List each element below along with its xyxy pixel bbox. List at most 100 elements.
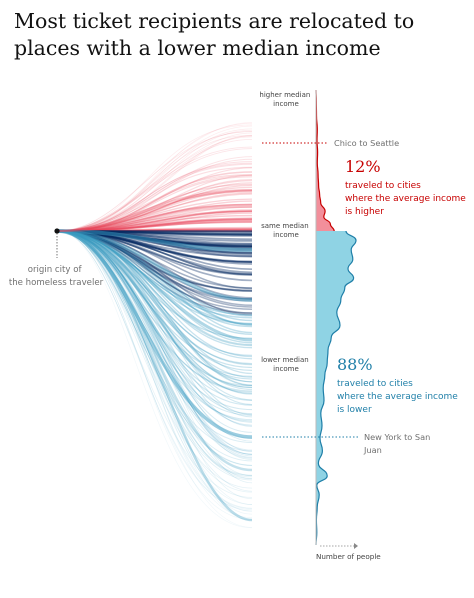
flow-line (56, 190, 253, 232)
flow-line (56, 230, 253, 372)
flow-line (56, 230, 253, 314)
flow-line (56, 146, 253, 232)
flow-line (56, 230, 253, 378)
flow-line (56, 230, 253, 302)
flow-line (56, 171, 253, 232)
distribution-higher-outline (315, 89, 335, 232)
flow-line (56, 229, 253, 302)
flow-line (56, 230, 253, 334)
flow-line (56, 230, 253, 521)
flow-line (56, 230, 253, 427)
flow-line (56, 230, 253, 308)
flow-line (56, 230, 253, 387)
axis-label-higher: higher median income (259, 91, 312, 108)
flow-line (56, 230, 253, 388)
flow-line (56, 158, 253, 232)
flow-line (56, 230, 253, 481)
flow-line (56, 230, 253, 458)
flow-line (56, 174, 253, 232)
flow-line (56, 189, 253, 232)
flow-line (56, 230, 253, 394)
flow-line (56, 230, 253, 314)
flow-line (56, 230, 253, 346)
flow-line (56, 230, 253, 393)
flow-line (56, 230, 253, 389)
distribution-higher-area (316, 90, 335, 231)
flow-line (56, 230, 253, 476)
flow-line (56, 176, 253, 232)
flow-line (56, 230, 253, 451)
flow-line (56, 230, 253, 406)
flow-line (56, 230, 253, 478)
flow-line (56, 163, 253, 232)
flow-line (56, 136, 253, 232)
flow-line (56, 230, 253, 401)
flow-line (56, 230, 253, 319)
flow-line (56, 135, 253, 232)
flow-line (56, 192, 253, 232)
flow-line (56, 230, 253, 443)
flow-line (56, 131, 253, 232)
flow-line (56, 190, 253, 232)
flow-line (56, 230, 253, 360)
chart-title: Most ticket recipients are relocated to … (14, 9, 415, 60)
flow-line (56, 230, 253, 386)
axis-label-same: same median income (261, 222, 311, 239)
flow-line (56, 230, 253, 426)
flow-line (56, 230, 253, 326)
flow-line (56, 230, 253, 406)
flow-line (56, 230, 253, 423)
flow-line (56, 230, 253, 422)
flow-line (56, 230, 253, 455)
flow-line (56, 230, 253, 326)
lower-percent: 88% (337, 355, 373, 374)
flow-line (56, 156, 253, 232)
flow-line (56, 230, 253, 520)
flow-line (56, 230, 253, 383)
flow-line (56, 230, 253, 291)
flow-line (56, 230, 253, 369)
annotation-chico-to-seattle: Chico to Seattle (334, 138, 399, 148)
flow-lines (56, 122, 253, 529)
flow-line (56, 174, 253, 232)
flow-line (56, 166, 253, 232)
flow-line (56, 179, 253, 232)
flow-line (56, 184, 253, 232)
flow-line (56, 124, 253, 232)
flow-line (56, 229, 253, 439)
flow-line (56, 230, 253, 418)
flow-line (56, 230, 253, 306)
flow-line (56, 230, 253, 529)
x-axis-label: Number of people (316, 552, 381, 561)
flow-line (56, 230, 253, 411)
flow-line (56, 138, 253, 232)
flow-line (56, 182, 253, 232)
flow-line (56, 230, 253, 317)
flow-line (56, 230, 253, 462)
flow-line (56, 230, 253, 415)
origin-dot (54, 228, 60, 234)
flow-line (56, 186, 253, 232)
flow-line (56, 135, 253, 232)
flow-line (56, 230, 253, 325)
flow-line (56, 161, 253, 232)
flow-line (56, 230, 253, 390)
flow-line (56, 123, 253, 232)
flow-line (56, 230, 253, 339)
flow-line (56, 134, 253, 232)
origin-label: origin city of the homeless traveler (9, 265, 104, 288)
flow-line (56, 230, 253, 357)
flow-line (56, 230, 253, 498)
higher-description: traveled to cities where the average inc… (345, 181, 469, 217)
higher-percent: 12% (345, 157, 381, 176)
flow-line (56, 230, 253, 380)
flow-line (56, 229, 253, 522)
flow-line (56, 230, 253, 344)
flow-line (56, 131, 253, 232)
flow-line (56, 230, 253, 358)
flow-line (56, 230, 253, 375)
flow-line (56, 229, 253, 252)
flow-line (56, 203, 253, 233)
flow-line (56, 230, 253, 335)
